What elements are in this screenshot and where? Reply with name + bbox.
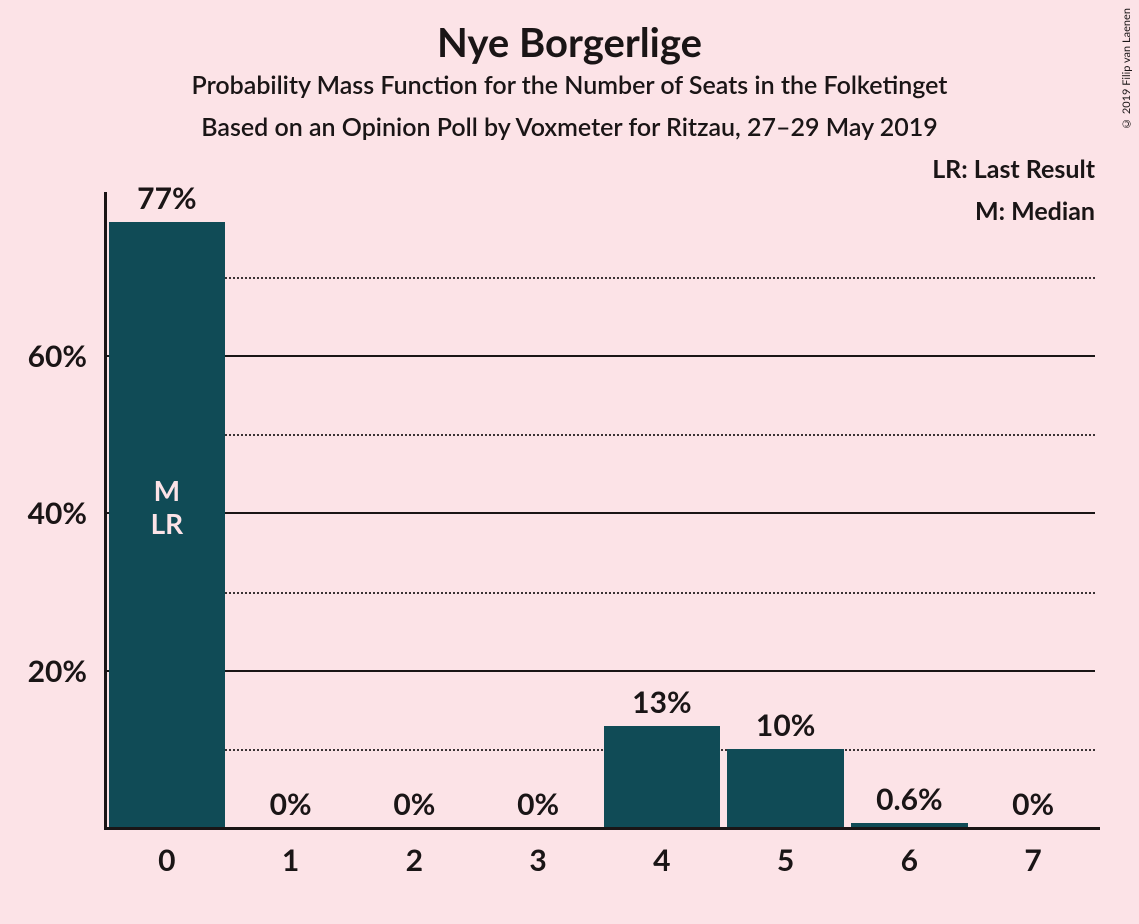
- y-tick-label: 40%: [28, 495, 105, 531]
- x-tick-label: 6: [901, 828, 918, 878]
- x-tick-label: 0: [158, 828, 175, 878]
- y-tick-label: 20%: [28, 653, 105, 689]
- gridline-minor: [105, 277, 1095, 279]
- bar-value-label: 10%: [756, 707, 815, 749]
- bar-value-label: 0%: [1012, 786, 1054, 828]
- chart-subtitle-1: Probability Mass Function for the Number…: [0, 70, 1139, 100]
- x-tick-label: 3: [529, 828, 546, 878]
- plot-area: LR: Last Result M: Median 20%40%60%77%00…: [105, 198, 1095, 828]
- gridline-major: [105, 670, 1095, 672]
- in-bar-annotation: M LR: [151, 474, 184, 541]
- gridline-major: [105, 512, 1095, 514]
- chart-subtitle-2: Based on an Opinion Poll by Voxmeter for…: [0, 112, 1139, 142]
- bar-value-label: 13%: [632, 684, 691, 726]
- chart-title: Nye Borgerlige: [0, 18, 1139, 66]
- bar: [727, 749, 843, 828]
- legend-last-result: LR: Last Result: [932, 154, 1095, 184]
- bar-value-label: 0%: [393, 786, 435, 828]
- gridline-major: [105, 355, 1095, 357]
- x-tick-label: 7: [1024, 828, 1041, 878]
- bar-value-label: 0.6%: [876, 781, 943, 823]
- x-tick-label: 5: [777, 828, 794, 878]
- x-tick-label: 4: [653, 828, 670, 878]
- x-tick-label: 2: [406, 828, 423, 878]
- legend-median: M: Median: [975, 196, 1095, 226]
- gridline-minor: [105, 749, 1095, 751]
- bar-value-label: 77%: [137, 180, 196, 222]
- gridline-minor: [105, 434, 1095, 436]
- bar-value-label: 0%: [270, 786, 312, 828]
- gridline-minor: [105, 592, 1095, 594]
- bar-value-label: 0%: [517, 786, 559, 828]
- x-tick-label: 1: [282, 828, 299, 878]
- x-axis: [104, 827, 1100, 830]
- y-tick-label: 60%: [28, 338, 105, 374]
- chart-canvas: Nye Borgerlige Probability Mass Function…: [0, 0, 1139, 924]
- y-axis: [104, 192, 107, 828]
- copyright-label: © 2019 Filip van Laenen: [1120, 8, 1133, 130]
- bar: [604, 726, 720, 828]
